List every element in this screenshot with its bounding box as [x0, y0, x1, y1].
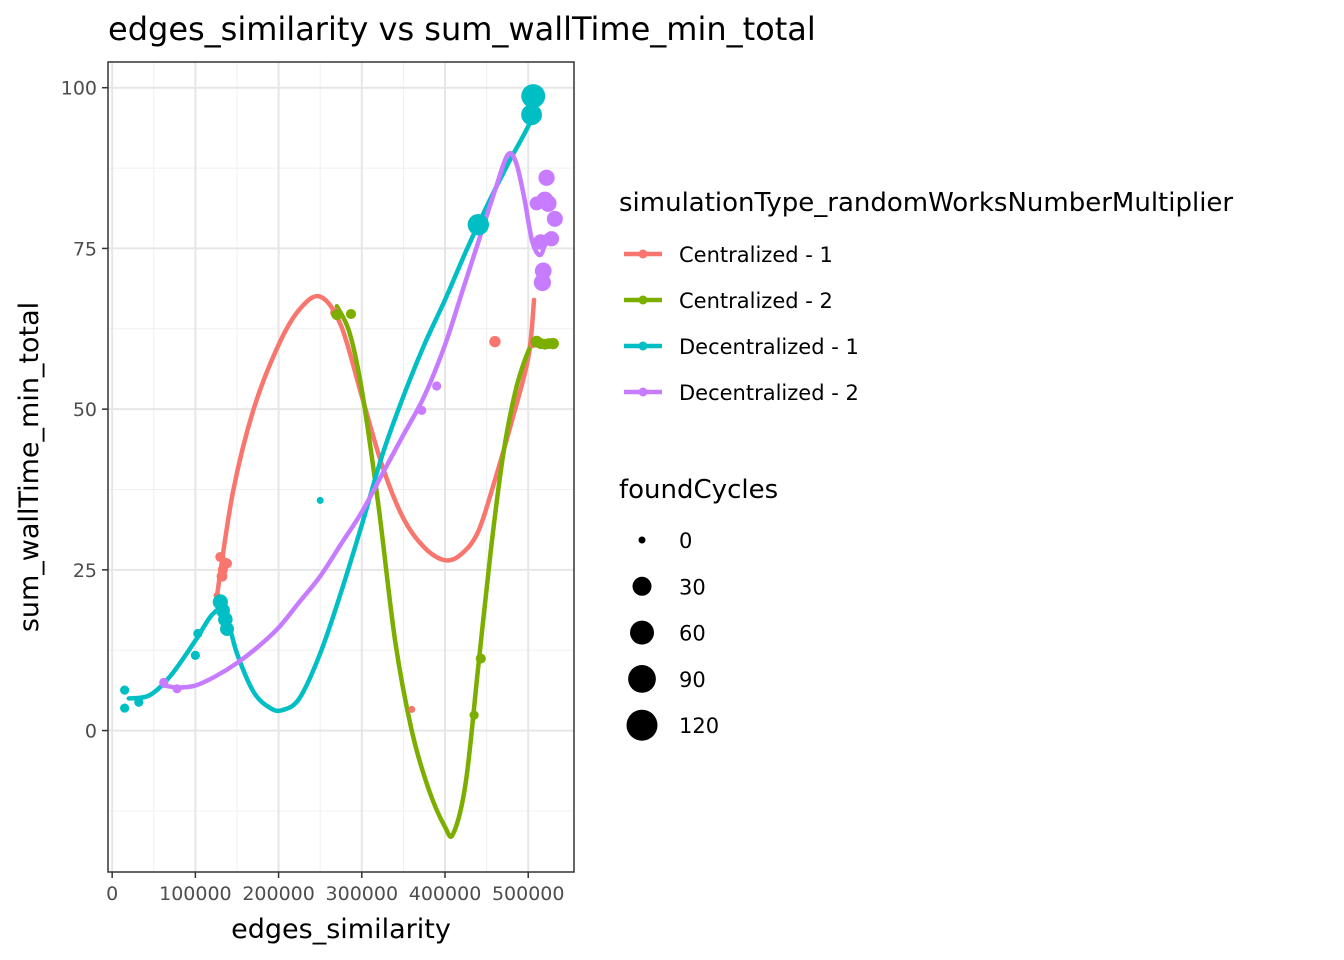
data-point	[220, 622, 234, 636]
data-point	[190, 650, 200, 660]
x-tick-label: 200000	[242, 883, 315, 905]
legend-label: 60	[679, 622, 706, 646]
smooth-line	[161, 150, 549, 690]
x-tick-label: 400000	[409, 883, 482, 905]
data-point	[345, 308, 357, 320]
data-point	[221, 558, 233, 569]
data-point	[534, 262, 552, 280]
x-tick-label: 500000	[492, 883, 565, 905]
y-tick-label: 50	[73, 399, 97, 421]
legend-label: Centralized - 2	[679, 289, 833, 313]
data-point	[489, 335, 501, 348]
data-point	[316, 496, 324, 504]
data-point	[159, 677, 169, 687]
data-point	[432, 381, 442, 391]
y-tick-label: 0	[85, 721, 97, 743]
legend-key-point	[638, 341, 648, 351]
legend-key-point	[638, 249, 648, 259]
legend-size-key	[638, 536, 646, 544]
chart-title: edges_similarity vs sum_wallTime_min_tot…	[108, 10, 816, 48]
legend-size-key	[630, 620, 654, 645]
legend-label: Centralized - 1	[679, 243, 833, 267]
smooth-line	[126, 98, 541, 714]
data-point	[467, 213, 489, 236]
data-point	[521, 104, 542, 126]
y-tick-label: 25	[73, 560, 97, 582]
data-point	[547, 337, 559, 350]
plot-background	[108, 62, 574, 872]
grid	[108, 62, 574, 872]
smooth-curves	[126, 98, 549, 839]
size-legend: foundCycles 0 30 60 90 120	[619, 475, 778, 741]
y-axis-title: sum_wallTime_min_total	[14, 302, 45, 632]
data-point	[521, 84, 546, 109]
x-tick-label: 100000	[159, 883, 232, 905]
data-point	[546, 210, 563, 227]
y-axis: 0 25 50 75 100	[61, 78, 108, 743]
data-point	[134, 697, 144, 707]
data-point	[417, 405, 427, 416]
x-axis: 0 100000 200000 300000 400000 500000	[106, 872, 564, 905]
plot-panel	[107, 61, 575, 873]
data-point	[469, 710, 479, 720]
data-point	[408, 705, 416, 713]
x-tick-label: 0	[106, 883, 118, 905]
legend-size-key	[632, 576, 652, 596]
legend-label: 30	[679, 575, 706, 599]
legend-label: 120	[679, 714, 719, 738]
legend-size-key	[626, 709, 658, 741]
data-point	[331, 309, 343, 321]
data-point	[539, 195, 557, 212]
y-tick-label: 100	[61, 78, 97, 100]
color-legend-title: simulationType_randomWorksNumberMultipli…	[619, 188, 1233, 218]
x-tick-label: 300000	[326, 883, 399, 905]
color-legend: simulationType_randomWorksNumberMultipli…	[619, 188, 1233, 405]
plot-border	[107, 61, 575, 873]
legend-label: 90	[679, 668, 706, 692]
legend-size-key	[628, 665, 656, 693]
legend-label: Decentralized - 2	[679, 381, 859, 405]
data-point	[193, 628, 203, 639]
legend-label: Decentralized - 1	[679, 335, 859, 359]
data-point	[538, 169, 555, 186]
data-point	[475, 653, 486, 664]
data-point	[120, 685, 130, 695]
data-point	[543, 231, 560, 247]
size-legend-title: foundCycles	[619, 475, 778, 505]
legend-label: 0	[679, 529, 692, 553]
legend-key-point	[638, 295, 648, 305]
data-points	[120, 84, 563, 720]
y-tick-label: 75	[73, 238, 97, 260]
data-point	[172, 684, 182, 694]
legend-key-point	[638, 387, 648, 397]
data-point	[120, 703, 130, 713]
x-axis-title: edges_similarity	[231, 914, 451, 945]
smooth-line	[334, 304, 539, 839]
